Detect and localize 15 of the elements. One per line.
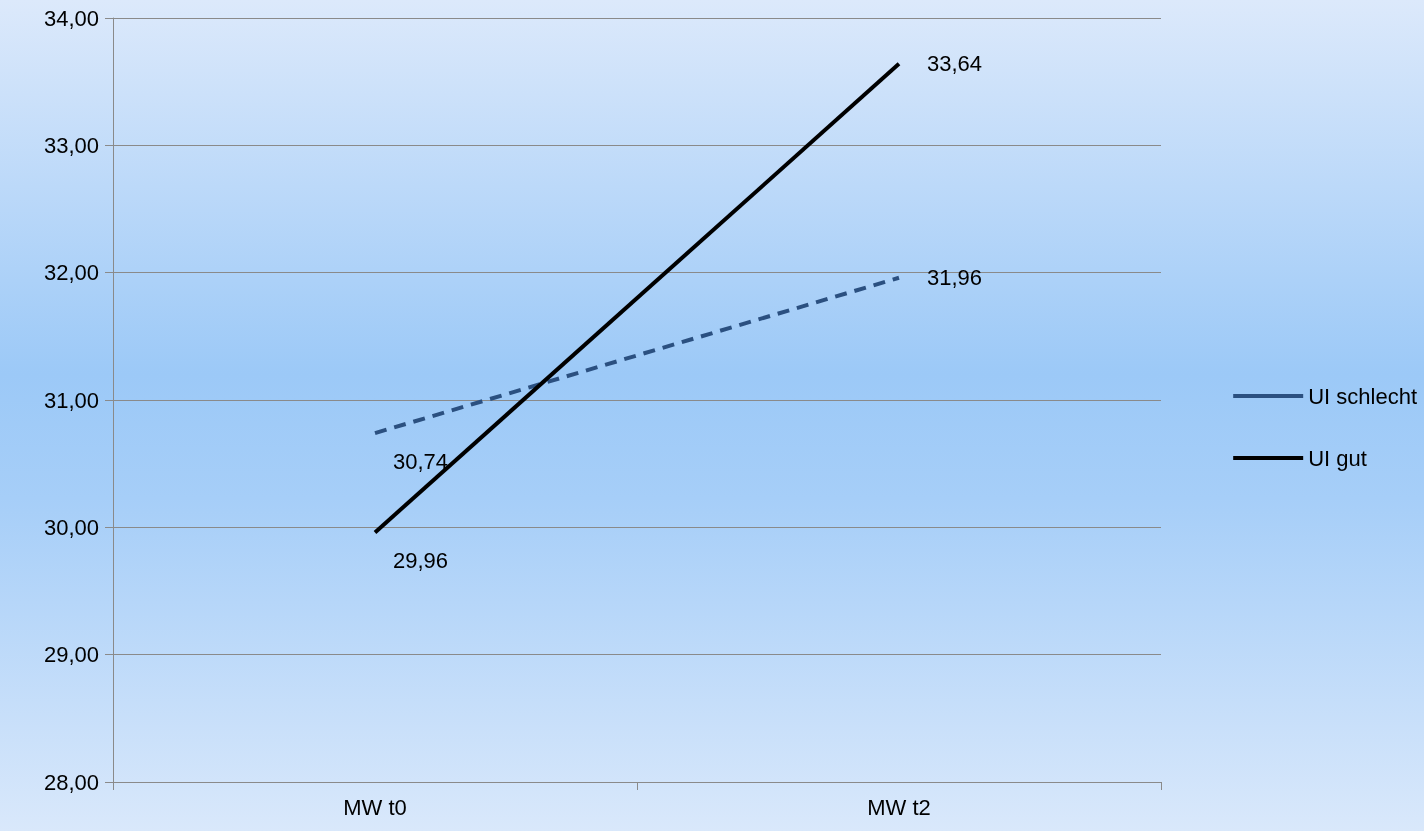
data-label: 33,64 <box>927 51 983 77</box>
y-tick-label: 30,00 <box>43 514 99 540</box>
y-tick-label: 29,00 <box>43 642 99 668</box>
x-tick-label: MW t2 <box>867 794 931 820</box>
y-tick-label: 28,00 <box>43 769 99 795</box>
data-label: 31,96 <box>927 265 983 291</box>
y-tick-label: 34,00 <box>43 5 99 31</box>
x-tick-label: MW t0 <box>343 794 407 820</box>
y-tick-label: 32,00 <box>43 260 99 286</box>
legend-label: UI gut <box>1308 445 1367 471</box>
y-tick-label: 33,00 <box>43 132 99 158</box>
data-label: 30,74 <box>393 448 449 474</box>
data-label: 29,96 <box>393 547 449 573</box>
y-tick-label: 31,00 <box>43 387 99 413</box>
legend-label: UI schlecht <box>1308 383 1418 409</box>
